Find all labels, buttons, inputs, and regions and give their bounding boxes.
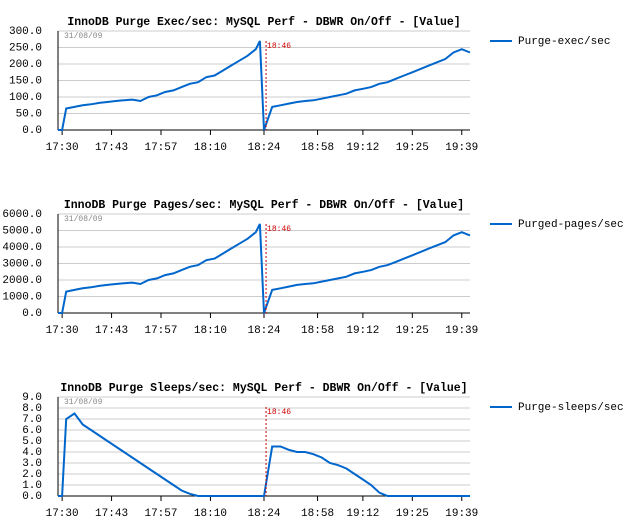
date-label: 31/08/09	[64, 32, 103, 41]
y-tick-label: 0.0	[22, 308, 42, 320]
x-tick-label: 19:39	[445, 508, 478, 520]
date-label: 31/08/09	[64, 398, 103, 407]
y-tick-label: 3000.0	[2, 258, 42, 270]
y-tick-label: 6.0	[22, 425, 42, 437]
x-tick-label: 17:57	[144, 508, 177, 520]
y-tick-label: 5000.0	[2, 225, 42, 237]
legend-label: Purged-pages/sec	[518, 219, 624, 231]
chart-title: InnoDB Purge Pages/sec: MySQL Perf - DBW…	[64, 199, 464, 212]
y-tick-label: 200.0	[9, 59, 42, 71]
y-tick-label: 9.0	[22, 392, 42, 404]
y-tick-label: 150.0	[9, 75, 42, 87]
x-tick-label: 17:30	[46, 142, 79, 154]
y-tick-label: 0.0	[22, 125, 42, 137]
legend-label: Purge-exec/sec	[518, 36, 610, 48]
x-tick-label: 18:10	[194, 142, 227, 154]
chart-title: InnoDB Purge Sleeps/sec: MySQL Perf - DB…	[60, 382, 467, 395]
y-tick-label: 6000.0	[2, 209, 42, 221]
y-tick-label: 100.0	[9, 92, 42, 104]
x-tick-label: 19:25	[396, 142, 429, 154]
legend-label: Purge-sleeps/sec	[518, 402, 624, 414]
x-tick-label: 19:12	[346, 142, 379, 154]
y-tick-label: 8.0	[22, 403, 42, 415]
y-tick-label: 7.0	[22, 414, 42, 426]
y-tick-label: 1000.0	[2, 291, 42, 303]
y-tick-label: 0.0	[22, 491, 42, 503]
x-tick-label: 18:24	[247, 325, 280, 337]
x-tick-label: 17:43	[95, 142, 128, 154]
x-tick-label: 19:39	[445, 142, 478, 154]
x-tick-label: 17:43	[95, 508, 128, 520]
x-tick-label: 19:12	[346, 508, 379, 520]
x-tick-label: 18:24	[247, 508, 280, 520]
annotation-label: 18:46	[267, 408, 291, 417]
x-tick-label: 18:10	[194, 325, 227, 337]
annotation-label: 18:46	[267, 225, 291, 234]
x-tick-label: 18:58	[301, 142, 334, 154]
x-tick-label: 17:30	[46, 325, 79, 337]
x-tick-label: 17:57	[144, 325, 177, 337]
date-label: 31/08/09	[64, 215, 103, 224]
x-tick-label: 18:58	[301, 508, 334, 520]
x-tick-label: 19:25	[396, 325, 429, 337]
y-tick-label: 300.0	[9, 26, 42, 38]
y-tick-label: 3.0	[22, 458, 42, 470]
y-tick-label: 5.0	[22, 436, 42, 448]
x-tick-label: 18:10	[194, 508, 227, 520]
x-tick-label: 18:58	[301, 325, 334, 337]
x-tick-label: 17:43	[95, 325, 128, 337]
y-tick-label: 50.0	[16, 108, 42, 120]
y-tick-label: 4000.0	[2, 242, 42, 254]
y-tick-label: 1.0	[22, 480, 42, 492]
x-tick-label: 19:12	[346, 325, 379, 337]
data-line	[58, 412, 470, 497]
x-tick-label: 17:57	[144, 142, 177, 154]
chart-title: InnoDB Purge Exec/sec: MySQL Perf - DBWR…	[67, 16, 460, 29]
y-tick-label: 2000.0	[2, 275, 42, 287]
x-tick-label: 19:39	[445, 325, 478, 337]
x-tick-label: 18:24	[247, 142, 280, 154]
y-tick-label: 250.0	[9, 42, 42, 54]
data-line	[58, 40, 471, 131]
y-tick-label: 2.0	[22, 469, 42, 481]
x-tick-label: 17:30	[46, 508, 79, 520]
x-tick-label: 19:25	[396, 508, 429, 520]
y-tick-label: 4.0	[22, 447, 42, 459]
annotation-label: 18:46	[267, 42, 291, 51]
data-line	[58, 223, 471, 314]
